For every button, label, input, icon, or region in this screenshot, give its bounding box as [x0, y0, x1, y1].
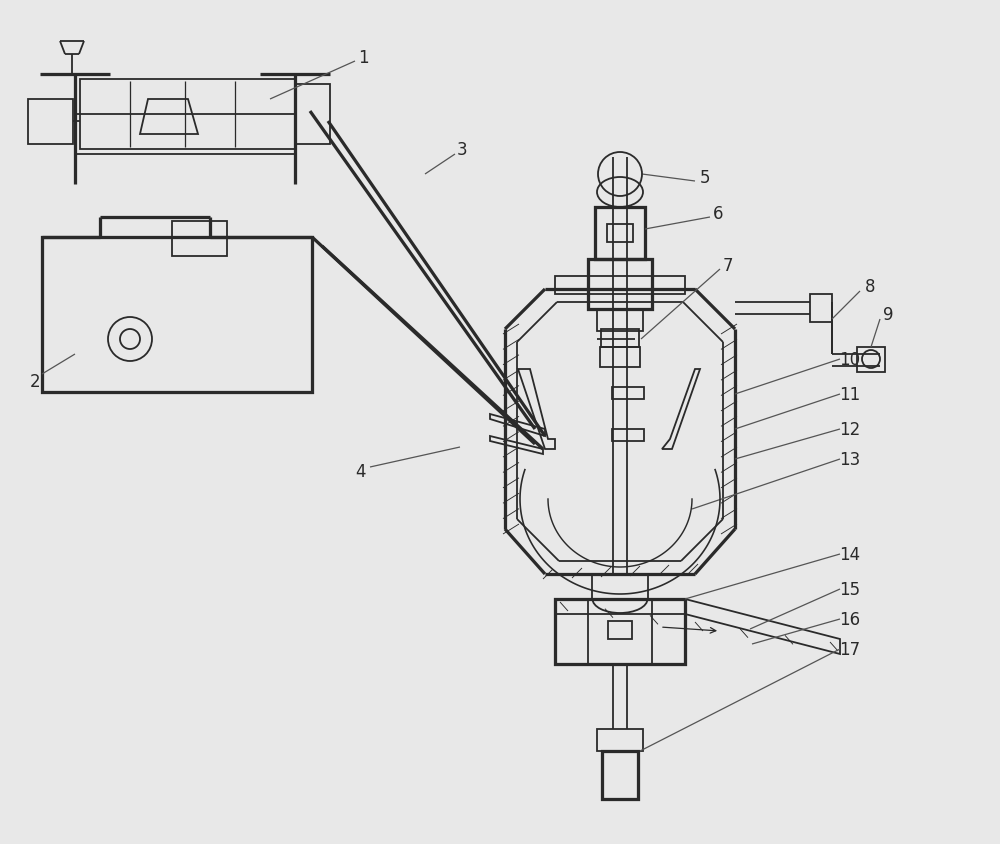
Bar [588, 260, 652, 310]
Text: 3: 3 [457, 141, 467, 159]
Text: 8: 8 [865, 278, 875, 295]
Text: 5: 5 [700, 169, 710, 187]
Text: 16: 16 [839, 610, 861, 628]
Bar [42, 238, 312, 392]
Bar [608, 621, 632, 639]
Bar [607, 225, 633, 243]
Bar [555, 599, 685, 664]
Bar [172, 222, 227, 257]
Bar [595, 208, 645, 260]
Text: 1: 1 [358, 49, 368, 67]
Text: 4: 4 [355, 463, 365, 480]
Bar [600, 348, 640, 368]
Text: 7: 7 [723, 257, 733, 274]
Text: 9: 9 [883, 306, 893, 323]
Bar [295, 85, 330, 145]
Text: 11: 11 [839, 386, 861, 403]
Text: 14: 14 [839, 545, 861, 563]
Text: 15: 15 [839, 581, 861, 598]
Bar [612, 430, 644, 441]
Bar [602, 751, 638, 799]
Text: 10: 10 [839, 350, 861, 369]
Bar [597, 310, 643, 332]
Bar [80, 80, 295, 150]
Text: 12: 12 [839, 420, 861, 439]
Text: 2: 2 [30, 372, 40, 391]
Bar [810, 295, 832, 322]
Bar [857, 348, 885, 372]
Bar [555, 277, 685, 295]
Bar [28, 100, 73, 145]
Text: 6: 6 [713, 205, 723, 223]
Bar [612, 387, 644, 399]
Bar [592, 574, 648, 599]
Bar [601, 330, 639, 348]
Text: 17: 17 [839, 641, 861, 658]
Bar [597, 729, 643, 751]
Text: 13: 13 [839, 451, 861, 468]
